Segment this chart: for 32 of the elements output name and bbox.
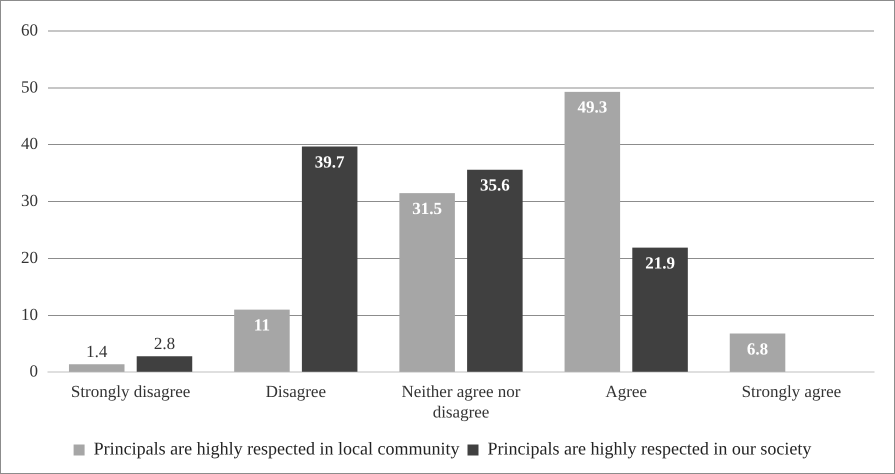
bar [68,364,125,372]
x-tick-label: Neither agree nor disagree [402,382,521,422]
y-tick-label: 60 [21,20,38,40]
bar [632,248,688,372]
data-label: 2.8 [154,334,176,354]
data-label: 35.6 [480,176,510,195]
bar [467,170,523,372]
bar [302,146,358,372]
legend-label: Principals are highly respected in local community [94,438,460,459]
y-tick-label: 50 [21,77,38,96]
bar [399,193,455,372]
x-tick-label: Strongly disagree [70,382,190,401]
data-label: 21.9 [645,254,675,273]
y-tick-label: 10 [21,304,38,324]
bar [136,356,192,372]
y-tick-label: 20 [21,248,38,267]
y-tick-label: 0 [30,362,38,381]
data-label: 11 [254,316,270,335]
data-label: 1.4 [86,342,108,362]
bar [234,310,290,372]
data-label: 49.3 [577,98,608,117]
x-tick-label: Agree [605,382,647,401]
data-label: 39.7 [314,152,346,172]
y-tick-label: 40 [21,134,38,154]
bar [564,92,620,372]
x-tick-label: Strongly agree [742,382,842,401]
data-label: 31.5 [412,198,442,218]
x-tick-label: Disagree [266,382,326,401]
data-label: 6.8 [746,339,768,358]
legend-label: Principals are highly respected in our society [487,438,812,459]
y-tick-label: 30 [21,191,38,210]
bar [730,334,786,372]
